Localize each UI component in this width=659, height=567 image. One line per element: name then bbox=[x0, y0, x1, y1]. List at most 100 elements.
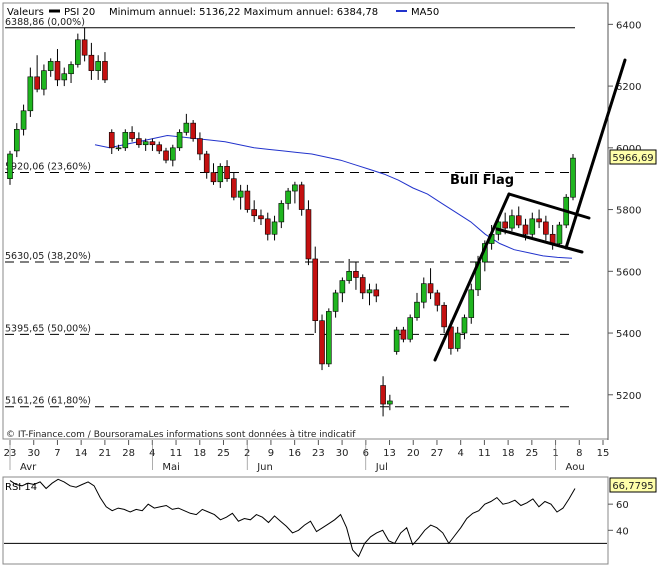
candle-body-up bbox=[27, 76, 34, 112]
header-legend: Valeurs PSI 20 Minimum annuel: 5136,22 M… bbox=[7, 7, 439, 18]
candle-body-up bbox=[75, 39, 81, 65]
date-tick-label: 21 bbox=[99, 448, 112, 459]
price-tick-label: 5800 bbox=[616, 206, 641, 217]
candlestick bbox=[54, 49, 61, 87]
candlestick bbox=[34, 55, 40, 93]
candlestick bbox=[81, 27, 88, 62]
candlestick bbox=[529, 212, 536, 238]
candle-body-down bbox=[197, 138, 203, 155]
fib-level-label: 5161,26 (61,80%) bbox=[5, 396, 91, 407]
candlestick bbox=[115, 144, 122, 151]
candle-body-up bbox=[468, 289, 475, 318]
candle-body-up bbox=[176, 132, 183, 149]
candlestick bbox=[75, 33, 81, 68]
candle-body-up bbox=[387, 400, 393, 405]
candle-body-up bbox=[278, 203, 285, 223]
series-label: PSI 20 bbox=[64, 7, 95, 18]
candle-body-up bbox=[556, 224, 563, 244]
candlestick bbox=[414, 292, 420, 321]
bull-flag-pattern bbox=[433, 58, 627, 362]
candlestick bbox=[264, 212, 271, 241]
candlestick bbox=[454, 326, 461, 352]
candlestick bbox=[190, 120, 196, 142]
candlestick bbox=[515, 206, 522, 229]
candlestick bbox=[380, 376, 386, 417]
flag-lower-line bbox=[495, 227, 584, 254]
candle-body-down bbox=[359, 277, 366, 294]
month-label: Jul bbox=[375, 462, 388, 473]
candle-body-down bbox=[129, 132, 135, 139]
candle-body-down bbox=[251, 209, 257, 217]
flagpole-line bbox=[433, 192, 511, 362]
rsi-label: RSI 14 bbox=[5, 482, 37, 493]
bull-flag-annotation: Bull Flag bbox=[450, 173, 514, 188]
candlestick bbox=[407, 314, 414, 343]
candle-body-up bbox=[420, 283, 427, 303]
valeurs-label: Valeurs bbox=[7, 7, 44, 18]
date-tick-label: 25 bbox=[525, 448, 538, 459]
candle-body-up bbox=[461, 317, 468, 334]
candlestick bbox=[61, 67, 68, 87]
source-text: © IT-Finance.com / BoursoramaLes informa… bbox=[6, 429, 356, 440]
candlestick bbox=[366, 283, 373, 306]
candle-body-down bbox=[136, 138, 142, 146]
candlestick bbox=[41, 64, 47, 96]
candle-body-up bbox=[339, 280, 346, 294]
candle-body-down bbox=[108, 132, 115, 149]
date-tick-label: 18 bbox=[502, 448, 515, 459]
date-tick-label: 7 bbox=[54, 448, 60, 459]
date-axis: 23 30 7 14 21 28 4 11 18 25 2 9 16 23 30 6 13 20 27 4 11 18 25… bbox=[4, 440, 610, 473]
fib-level-label: 5395,65 (50,00%) bbox=[5, 323, 91, 334]
candlestick bbox=[346, 258, 352, 284]
price-tick-label: 5400 bbox=[616, 329, 641, 340]
candle-body-up bbox=[68, 64, 74, 75]
candle-body-down bbox=[102, 61, 108, 81]
candlestick bbox=[387, 394, 393, 411]
candle-body-down bbox=[244, 190, 251, 210]
date-tick-label: 11 bbox=[478, 448, 491, 459]
candle-body-down bbox=[502, 221, 508, 229]
date-tick-label: 13 bbox=[383, 448, 396, 459]
fibonacci-levels: 6388,86 (0,00%) 5920,06 (23,60%) 5630,05 (… bbox=[5, 17, 575, 408]
candle-body-down bbox=[210, 172, 217, 183]
date-tick-label: 25 bbox=[217, 448, 230, 459]
candlestick bbox=[251, 200, 257, 222]
candle-body-up bbox=[285, 190, 291, 204]
candlestick bbox=[156, 141, 163, 154]
candle-body-down bbox=[258, 215, 264, 220]
candlestick bbox=[400, 326, 407, 343]
candlestick bbox=[217, 163, 224, 188]
candlestick bbox=[427, 268, 434, 300]
candlestick bbox=[319, 314, 325, 371]
candle-body-down bbox=[373, 289, 380, 297]
candlestick bbox=[244, 184, 251, 213]
candle-body-up bbox=[169, 147, 176, 161]
candle-body-down bbox=[400, 329, 407, 340]
rsi-value-label: 66,7795 bbox=[612, 481, 653, 492]
fib-level-label: 5920,06 (23,60%) bbox=[5, 162, 91, 173]
candle-body-up bbox=[454, 332, 461, 349]
minmax-label: Minimum annuel: 5136,22 Maximum annuel: … bbox=[109, 7, 378, 18]
candlestick bbox=[47, 58, 54, 77]
candle-body-up bbox=[7, 153, 13, 179]
candlestick bbox=[176, 129, 183, 151]
candle-body-up bbox=[20, 110, 27, 130]
date-tick-label: 14 bbox=[75, 448, 88, 459]
candle-body-down bbox=[54, 61, 61, 81]
candlestick bbox=[359, 274, 366, 300]
rsi-tick-label: 40 bbox=[616, 526, 629, 537]
candle-body-down bbox=[312, 258, 319, 321]
date-tick-label: 4 bbox=[457, 448, 463, 459]
candle-body-up bbox=[13, 129, 20, 152]
candle-body-up bbox=[292, 184, 298, 192]
candle-body-down bbox=[34, 76, 40, 90]
candlestick bbox=[129, 126, 135, 142]
candlestick bbox=[434, 289, 441, 312]
candlestick bbox=[420, 277, 427, 309]
date-tick-label: 15 bbox=[597, 448, 610, 459]
candle-body-down bbox=[190, 122, 196, 139]
candlestick bbox=[136, 132, 142, 148]
candlestick bbox=[197, 132, 203, 161]
fib-level-label: 6388,86 (0,00%) bbox=[5, 17, 85, 28]
